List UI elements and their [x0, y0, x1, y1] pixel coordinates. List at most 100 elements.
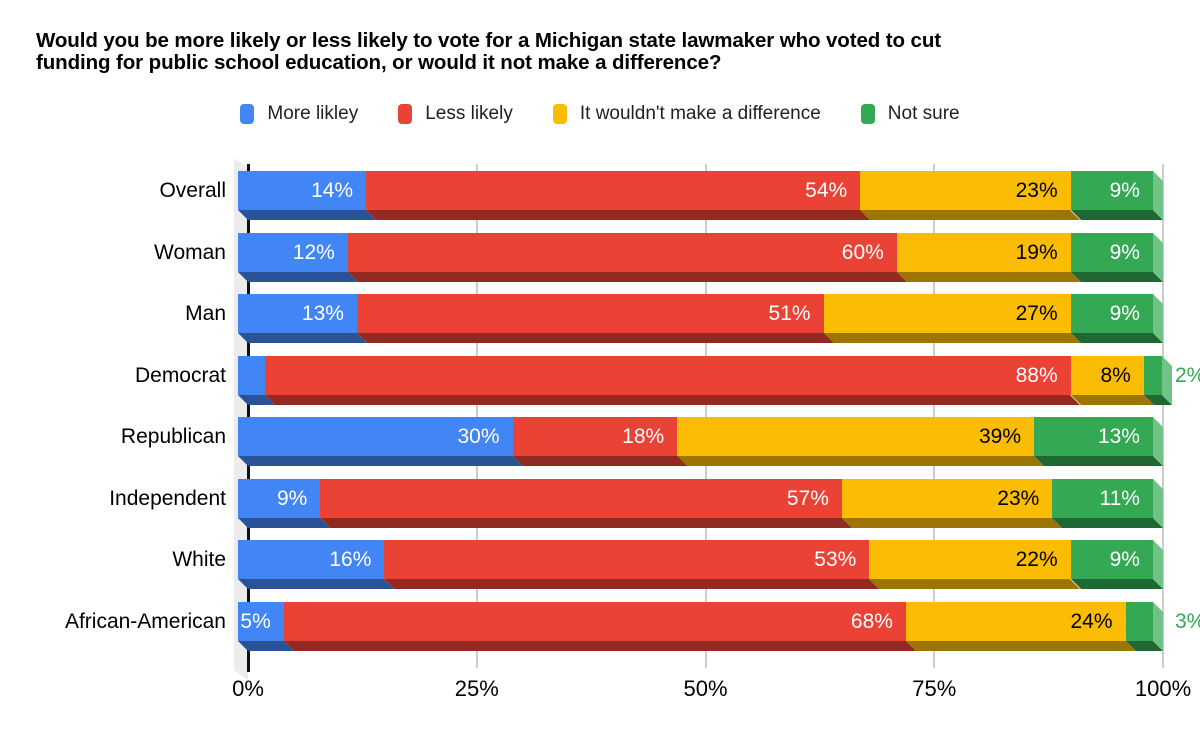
legend-item-more-likely: More likley	[240, 103, 358, 125]
bar-segment	[356, 294, 824, 333]
bar-segment	[283, 601, 906, 641]
gridline	[933, 164, 936, 668]
bar-depth-face	[238, 271, 358, 282]
legend-item-less-likely: Less likely	[398, 103, 513, 125]
bar-value-label: 14%	[311, 179, 354, 202]
bar-depth-face	[238, 210, 377, 220]
bar-segment	[238, 478, 321, 518]
bar-value-label: 12%	[292, 240, 335, 264]
bar-value-label: 57%	[786, 486, 829, 510]
bar-value-label: 9%	[1109, 179, 1140, 202]
bar-segment	[1070, 294, 1153, 333]
bar-value-label: 23%	[997, 486, 1040, 510]
bar-value-label: 24%	[1070, 609, 1113, 633]
bar-value-label: 19%	[1015, 240, 1058, 264]
x-axis-tick-label: 50%	[683, 676, 728, 701]
bar-value-label: 11%	[1099, 486, 1140, 510]
bar-depth-face	[1070, 271, 1163, 282]
bar-value-label: 23%	[1015, 179, 1058, 202]
chart-row: White 16% 53% 22% 9%	[0, 540, 1200, 589]
legend-item-no-difference: It wouldn't make a difference	[552, 103, 821, 125]
bar-end-cap	[1153, 232, 1163, 282]
bar-depth-face	[238, 456, 523, 466]
bar-value-label: 60%	[841, 240, 884, 264]
category-label: Democrat	[134, 363, 226, 387]
category-label: Independent	[109, 486, 226, 510]
bar-segment	[512, 417, 678, 456]
bar-depth-face	[512, 456, 688, 466]
category-label: White	[172, 548, 226, 571]
stacked-bar: 9% 57% 23% 11%	[238, 478, 1200, 528]
stacked-bar: 30% 18% 39% 13%	[238, 417, 1200, 466]
bar-segment	[320, 478, 842, 518]
legend-swatch-yellow-icon	[552, 104, 567, 124]
gridline	[475, 164, 478, 668]
gridline	[704, 164, 707, 668]
legend-swatch-blue-icon	[240, 104, 255, 124]
legend-label: Less likely	[425, 103, 513, 124]
bar-value-label: 51%	[768, 302, 811, 325]
bar-segment	[860, 171, 1071, 210]
bar-depth-face	[1070, 333, 1163, 343]
x-axis-tick-label: 75%	[912, 676, 957, 701]
bar-segment	[905, 601, 1126, 641]
bar-depth-face	[265, 394, 1081, 405]
chart-title: Would you be more likely or less likely …	[36, 30, 1176, 73]
category-label: Woman	[154, 240, 226, 264]
chart-row: African-American 5% 68% 24% 3%	[0, 601, 1200, 651]
bar-depth-face	[238, 517, 331, 528]
bar-value-label: 18%	[622, 425, 665, 448]
chart-row: Overall 14% 54% 23% 9%	[0, 171, 1200, 220]
bar-end-cap	[1162, 355, 1173, 405]
bar-value-label: 53%	[814, 548, 857, 571]
stacked-bar: 13% 51% 27% 9%	[238, 294, 1200, 343]
legend-label: Not sure	[887, 103, 960, 124]
bar-segment	[1070, 171, 1153, 210]
bar-value-label: 27%	[1015, 302, 1058, 325]
bar-depth-face	[356, 333, 834, 343]
bar-depth-face	[1070, 394, 1154, 405]
bar-value-label-outside: 2%	[1175, 363, 1200, 387]
bar-depth-face	[1070, 210, 1163, 220]
stacked-bar: 5% 68% 24% 3%	[238, 601, 1200, 651]
bar-segment	[238, 232, 348, 272]
bar-value-label: 54%	[805, 179, 848, 202]
bar-depth-face	[1070, 579, 1163, 589]
bar-value-label: 30%	[457, 425, 500, 448]
bar-depth-face	[366, 210, 871, 220]
bar-segment	[238, 601, 284, 641]
bar-depth-face	[860, 210, 1081, 220]
chart-title-line1: Would you be more likely or less likely …	[36, 29, 941, 52]
bar-depth-face	[841, 517, 1063, 528]
legend-item-not-sure: Not sure	[860, 103, 960, 125]
bar-value-label: 9%	[276, 486, 308, 510]
bar-segment	[841, 478, 1053, 518]
legend-swatch-green-icon	[860, 104, 875, 124]
category-label: Overall	[159, 179, 226, 202]
bar-value-label: 5%	[240, 609, 271, 633]
bar-depth-face	[869, 579, 1081, 589]
bar-segment	[1034, 417, 1153, 456]
bar-segment	[896, 232, 1071, 272]
bar-segment	[238, 171, 367, 210]
chart-row: Democrat3%88%8%2%	[0, 355, 1200, 405]
bar-value-label: 13%	[1097, 425, 1140, 448]
bar-depth-face	[320, 517, 852, 528]
bar-depth-face	[1034, 456, 1163, 466]
bar-depth-face	[283, 640, 916, 651]
stacked-bar: 14% 54% 23% 9%	[238, 171, 1200, 220]
gridline	[1162, 164, 1164, 668]
bar-depth-face	[347, 271, 907, 282]
bar-value-label: 8%	[1100, 363, 1131, 387]
chart-row: Independent 9% 57% 23% 11%	[0, 478, 1200, 528]
bar-depth-face	[1052, 517, 1163, 528]
stacked-bar: 12% 60% 19% 9%	[238, 232, 1200, 282]
bar-segment	[677, 417, 1035, 456]
legend-label: It wouldn't make a difference	[579, 103, 821, 124]
bar-segment	[366, 171, 861, 210]
bar-end-cap	[1153, 601, 1163, 651]
bar-segment	[1143, 355, 1163, 395]
chart-title-line2: funding for public school education, or …	[36, 50, 722, 74]
bar-segment	[238, 417, 513, 456]
